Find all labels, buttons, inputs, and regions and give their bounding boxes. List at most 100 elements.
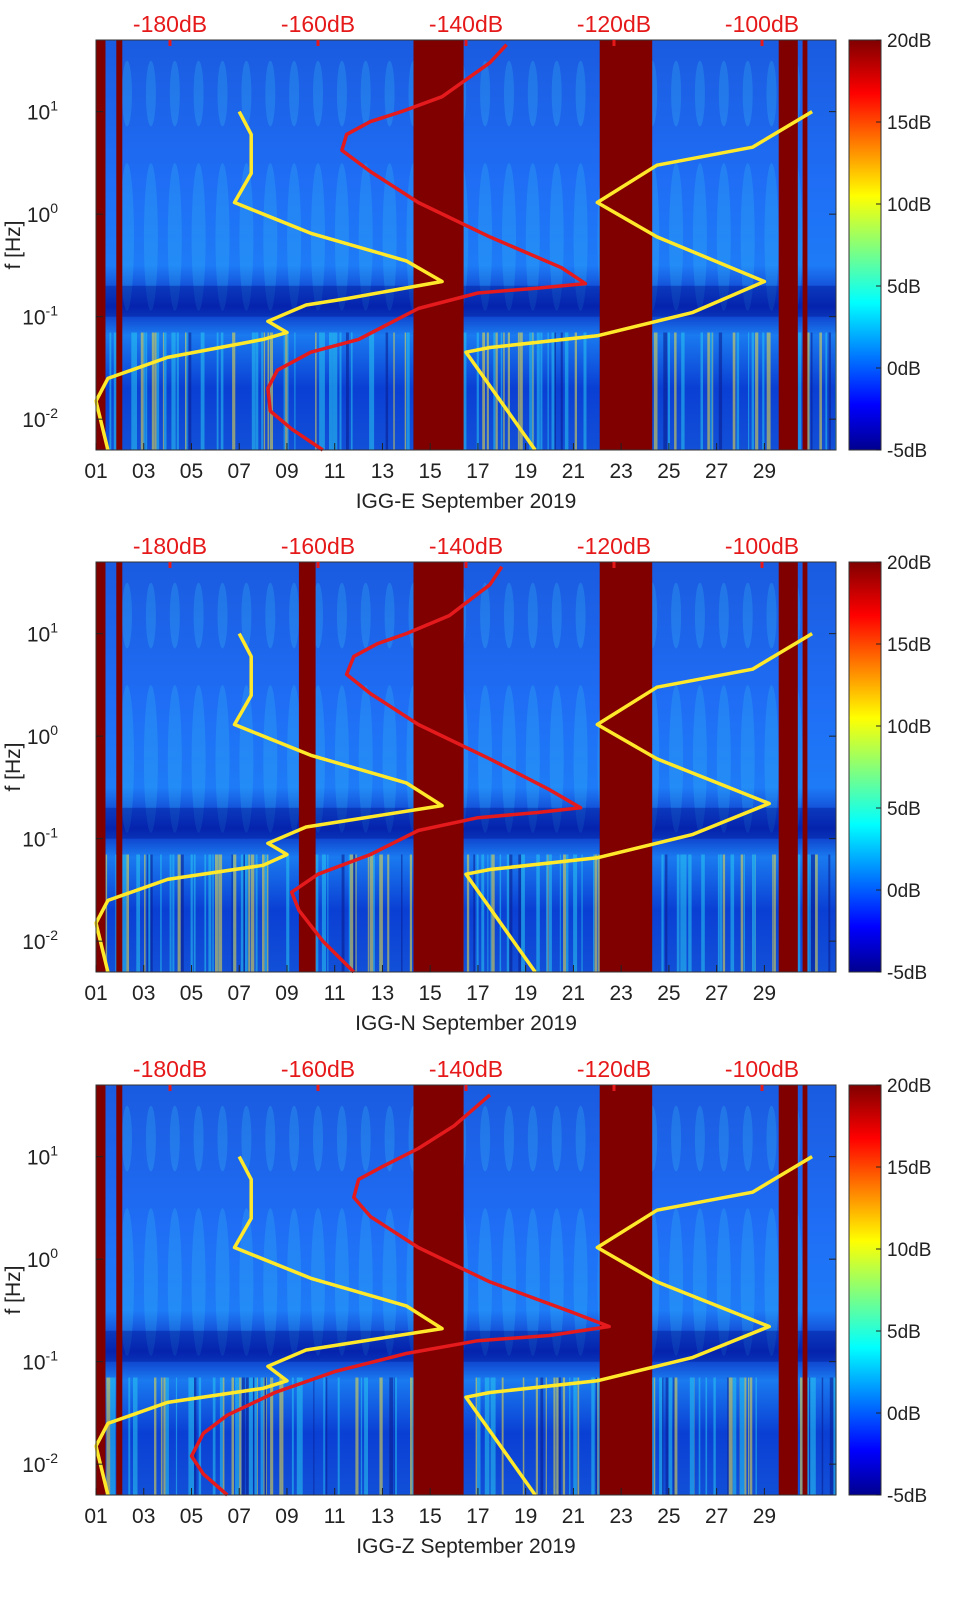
texture-plume [504,60,514,127]
x-tick-label: 15 [419,982,442,1005]
texture-stripe [242,1377,245,1495]
texture-stripe [172,854,175,972]
y-tick-base: 10 [22,829,45,852]
y-tick-exponent: -1 [46,303,59,319]
texture-stripe [705,1377,708,1495]
masked-day-band [116,562,123,972]
texture-plume [336,60,347,127]
texture-stripe [667,332,670,450]
texture-stripe [188,332,191,450]
texture-plume [525,163,540,311]
texture-stripe [558,1377,561,1495]
x-tick-label: 17 [466,460,489,483]
texture-stripe [216,332,219,450]
colorbar-label: 0dB [887,359,921,380]
texture-stripe [661,854,664,972]
y-tick-base: 10 [27,1147,50,1170]
yellow-series-line [94,110,813,452]
x-tick-label: 21 [562,1505,585,1528]
x-tick-label: 25 [657,982,680,1005]
texture-stripe [597,1377,599,1495]
texture-stripe [529,332,533,450]
texture-stripe [194,1377,197,1495]
x-tick-label: 19 [514,982,537,1005]
texture-plume [764,1208,779,1356]
texture-stripe [653,332,658,450]
texture-plume [167,685,182,833]
texture-plume [169,582,180,649]
x-tick-label: 13 [371,982,394,1005]
masked-day-band [116,1085,123,1495]
texture-stripe [154,1377,156,1495]
y-tick-exponent: -1 [46,1348,59,1364]
texture-stripe [232,332,236,450]
y-axis-label: f [Hz] [2,220,25,269]
texture-plume [358,1208,373,1356]
texture-stripe [698,1377,701,1495]
texture-stripe [250,1377,253,1495]
texture-stripe [475,1377,479,1495]
texture-plume [551,582,562,649]
colorbar-label: 0dB [887,881,921,902]
top-axis-db-label: -100dB [725,1056,799,1082]
texture-stripe [591,1377,595,1495]
texture-plume [575,582,586,649]
texture-plume [336,1105,347,1172]
texture-stripe [261,332,263,450]
texture-stripe [177,854,179,972]
texture-plume [525,685,540,833]
texture-stripe [327,854,329,972]
texture-plume [313,1105,323,1172]
texture-stripe [476,854,479,972]
texture-stripe [520,854,525,972]
texture-plume [145,1105,156,1172]
texture-stripe [732,332,736,450]
colorbar-label: 15dB [887,1158,931,1179]
x-tick-label: 09 [275,460,298,483]
texture-stripe [315,332,317,450]
texture-plume [549,1208,564,1356]
texture-stripe [796,854,801,972]
texture-stripe [719,854,723,972]
texture-stripe [109,332,112,450]
texture-stripe [171,332,174,450]
texture-stripe [727,1377,730,1495]
texture-stripe [401,854,403,972]
y-tick-exponent: -2 [46,927,59,943]
texture-stripe [825,332,828,450]
texture-stripe [829,1377,834,1495]
y-tick-base: 10 [27,204,50,227]
x-tick-label: 13 [371,460,394,483]
texture-plume [718,60,729,127]
texture-plume [716,163,731,311]
texture-stripe [749,1377,753,1495]
top-axis-db-label: -180dB [133,11,207,37]
colorbar-label: 0dB [887,1404,921,1425]
x-axis-label: IGG-N September 2019 [355,1012,577,1035]
texture-stripe [186,332,188,450]
x-tick-label: 03 [132,1505,155,1528]
texture-plume [169,60,180,127]
y-tick-base: 10 [22,1352,45,1375]
texture-stripe [145,332,148,450]
texture-stripe [546,854,549,972]
texture-stripe [254,1377,257,1495]
y-tick-base: 10 [27,726,50,749]
colorbar-label: -5dB [887,1486,927,1507]
texture-stripe [160,1377,163,1495]
masked-day-band [802,562,808,972]
masked-day-band [599,562,653,972]
texture-stripe [244,854,248,972]
texture-plume [671,60,682,127]
texture-stripe [810,1377,814,1495]
x-tick-label: 05 [180,982,203,1005]
texture-stripe [404,332,406,450]
texture-stripe [123,854,127,972]
texture-plume [334,685,349,833]
texture-stripe [553,1377,556,1495]
texture-stripe [501,1377,504,1495]
top-axis-db-label: -160dB [281,533,355,559]
x-tick-label: 07 [228,982,251,1005]
texture-plume [215,1208,230,1356]
texture-stripe [500,332,503,450]
